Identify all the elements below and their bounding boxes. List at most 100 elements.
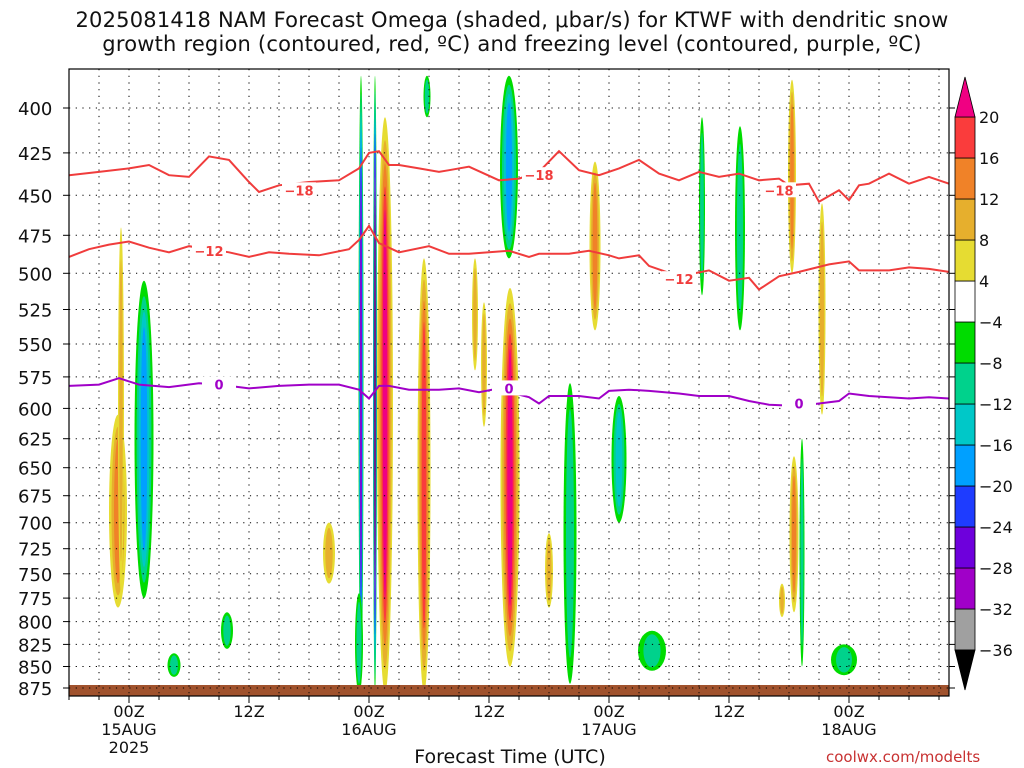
contour-label--18-0: −18 bbox=[285, 184, 314, 199]
x-tick-label-0-2: 2025 bbox=[109, 738, 150, 757]
omega-cell-4-level--8 bbox=[223, 615, 231, 646]
colorbar-box--24 bbox=[954, 485, 976, 528]
y-tick-label-575: 575 bbox=[18, 368, 52, 389]
x-tick-label-2-1: 16AUG bbox=[341, 720, 396, 739]
contour-label-bg--18-2 bbox=[762, 182, 796, 198]
omega-cell-12-level-8 bbox=[473, 268, 477, 361]
omega-cell-5-level-8 bbox=[325, 527, 333, 579]
x-tick-label-6-1: 18AUG bbox=[821, 720, 876, 739]
contour-label-bg-0-2 bbox=[782, 395, 816, 411]
contour-label-bg--12-0 bbox=[192, 242, 226, 258]
x-tick-label-0-0: 00Z bbox=[113, 702, 144, 721]
x-tick-label-4-0: 00Z bbox=[593, 702, 624, 721]
y-tick-label-550: 550 bbox=[18, 335, 52, 356]
colorbar-label--16: −16 bbox=[979, 436, 1013, 455]
colorbar-label--24: −24 bbox=[979, 518, 1013, 537]
colorbar-bottom-arrow bbox=[954, 649, 976, 691]
x-axis-title: Forecast Time (UTC) bbox=[414, 746, 606, 768]
y-tick-label-700: 700 bbox=[18, 514, 52, 535]
colorbar-box-8 bbox=[954, 198, 976, 241]
omega-cell-16-level-8 bbox=[546, 539, 552, 602]
colorbar-box--28 bbox=[954, 526, 976, 569]
credit-link[interactable]: coolwx.com/modelts bbox=[826, 748, 981, 766]
y-tick-label-525: 525 bbox=[18, 301, 52, 322]
y-tick-label-775: 775 bbox=[18, 589, 52, 610]
y-tick-label-425: 425 bbox=[18, 144, 52, 165]
x-tick-label-4-1: 17AUG bbox=[581, 720, 636, 739]
colorbar: −36 −32 −28 −24 −20 −16 −12 −8 −4 4 8 12 16 20 bbox=[954, 76, 1013, 691]
colorbar-box-16 bbox=[954, 116, 976, 159]
colorbar-label--12: −12 bbox=[979, 395, 1013, 414]
omega-cell-2-level--16 bbox=[140, 327, 148, 552]
x-tick-label-0-1: 15AUG bbox=[101, 720, 156, 739]
omega-cell-23-level-8 bbox=[780, 586, 784, 615]
colorbar-box--32 bbox=[954, 567, 976, 610]
contour-label-bg-0-0 bbox=[202, 376, 236, 392]
colorbar-label--20: −20 bbox=[979, 477, 1013, 496]
colorbar-box-12 bbox=[954, 157, 976, 200]
terrain-band-fill bbox=[69, 685, 949, 696]
omega-cell-8-level-20 bbox=[382, 209, 388, 600]
colorbar-label-8: 8 bbox=[979, 231, 989, 250]
colorbar-box--12 bbox=[954, 362, 976, 405]
omega-cell-6-level--28 bbox=[360, 183, 362, 576]
omega-cell-17-level--8 bbox=[566, 409, 574, 658]
omega-cell-20-level--8 bbox=[643, 634, 661, 668]
contour-label-0-0: 0 bbox=[214, 379, 223, 394]
omega-cell-10-level-16 bbox=[421, 322, 427, 629]
y-tick-label-825: 825 bbox=[18, 635, 52, 656]
omega-cell-11-level--8 bbox=[424, 79, 430, 114]
colorbar-box-4 bbox=[954, 239, 976, 282]
omega-cell-19-level--12 bbox=[615, 411, 623, 507]
y-tick-label-800: 800 bbox=[18, 613, 52, 634]
colorbar-label--8: −8 bbox=[979, 354, 1003, 373]
y-tick-label-475: 475 bbox=[18, 226, 52, 247]
y-tick-label-400: 400 bbox=[18, 99, 52, 120]
contour-label--12-0: −12 bbox=[195, 245, 224, 260]
colorbar-label-20: 20 bbox=[979, 108, 999, 127]
omega-cell-15-level-20 bbox=[507, 348, 513, 606]
contour-line-0 bbox=[69, 377, 949, 408]
omega-cell-7-level--36 bbox=[374, 191, 376, 577]
contour-label-0-1: 0 bbox=[504, 382, 513, 397]
omega-cell-28-level--8 bbox=[836, 647, 852, 673]
y-tick-label-750: 750 bbox=[18, 565, 52, 586]
contour-label-bg--18-0 bbox=[282, 182, 316, 198]
colorbar-label-16: 16 bbox=[979, 149, 999, 168]
y-axis: 400 425 450 475 500 525 550 575 600 625 650 675 700 7… bbox=[18, 99, 955, 700]
terrain-band bbox=[69, 685, 949, 696]
y-tick-label-725: 725 bbox=[18, 540, 52, 561]
omega-cell-26-level--8 bbox=[800, 458, 804, 647]
plot-frame bbox=[68, 68, 950, 697]
colorbar-box--36 bbox=[954, 608, 976, 651]
omega-cell-3-level--8 bbox=[170, 655, 178, 675]
x-tick-label-1-0: 12Z bbox=[233, 702, 264, 721]
colorbar-box--20 bbox=[954, 444, 976, 487]
x-tick-label-5-0: 12Z bbox=[713, 702, 744, 721]
chart-title-line1: 2025081418 NAM Forecast Omega (shaded, μ… bbox=[75, 8, 949, 32]
y-tick-label-675: 675 bbox=[18, 487, 52, 508]
x-tick-label-2-0: 00Z bbox=[353, 702, 384, 721]
y-tick-label-875: 875 bbox=[18, 679, 52, 700]
colorbar-box--16 bbox=[954, 403, 976, 446]
contour-label-bg--12-1 bbox=[662, 271, 696, 287]
colorbar-label--28: −28 bbox=[979, 559, 1013, 578]
contour-label--18-1: −18 bbox=[525, 169, 554, 184]
y-tick-label-600: 600 bbox=[18, 399, 52, 420]
chart-title-line2: growth region (contoured, red, ºC) and f… bbox=[102, 32, 922, 56]
contour-label--18-2: −18 bbox=[765, 184, 794, 199]
colorbar-label-4: 4 bbox=[979, 272, 989, 291]
contour-lines: −18 −18 −18 −12 −12 0 0 0 bbox=[69, 149, 949, 413]
colorbar-label--36: −36 bbox=[979, 641, 1013, 660]
contour-label-bg-0-1 bbox=[492, 380, 526, 396]
colorbar-box--8 bbox=[954, 321, 976, 364]
x-tick-label-6-0: 00Z bbox=[833, 702, 864, 721]
colorbar-label--4: −4 bbox=[979, 313, 1003, 332]
omega-cell-21-level--8 bbox=[700, 132, 704, 280]
x-tick-label-3-0: 12Z bbox=[473, 702, 504, 721]
omega-cell-24-level-12 bbox=[790, 103, 794, 250]
omega-cell-22-level--8 bbox=[736, 143, 744, 313]
colorbar-box--4 bbox=[954, 280, 976, 323]
